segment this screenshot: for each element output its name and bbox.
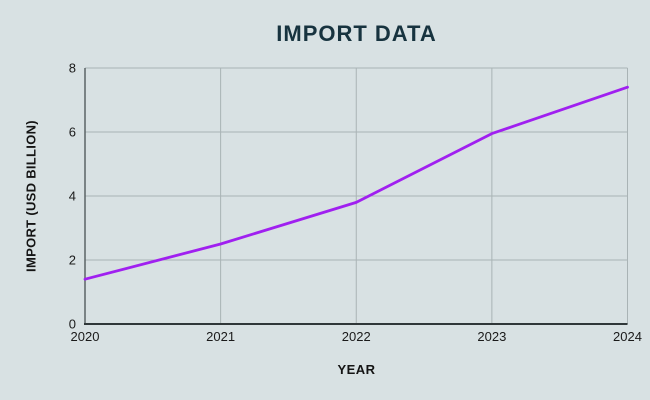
x-tick-label: 2022 bbox=[342, 329, 371, 344]
chart-title: IMPORT DATA bbox=[276, 21, 437, 46]
y-tick-label: 0 bbox=[69, 317, 76, 332]
x-tick-label: 2023 bbox=[477, 329, 506, 344]
import-data-line bbox=[83, 85, 629, 281]
x-axis-title: YEAR bbox=[337, 362, 376, 377]
x-tick-label: 2021 bbox=[206, 329, 235, 344]
x-tick-label: 2024 bbox=[613, 329, 642, 344]
y-tick-label: 2 bbox=[69, 253, 76, 268]
y-tick-label: 8 bbox=[69, 61, 76, 76]
x-tick-label: 2020 bbox=[71, 329, 100, 344]
y-tick-label: 6 bbox=[69, 125, 76, 140]
y-tick-label: 4 bbox=[69, 189, 76, 204]
